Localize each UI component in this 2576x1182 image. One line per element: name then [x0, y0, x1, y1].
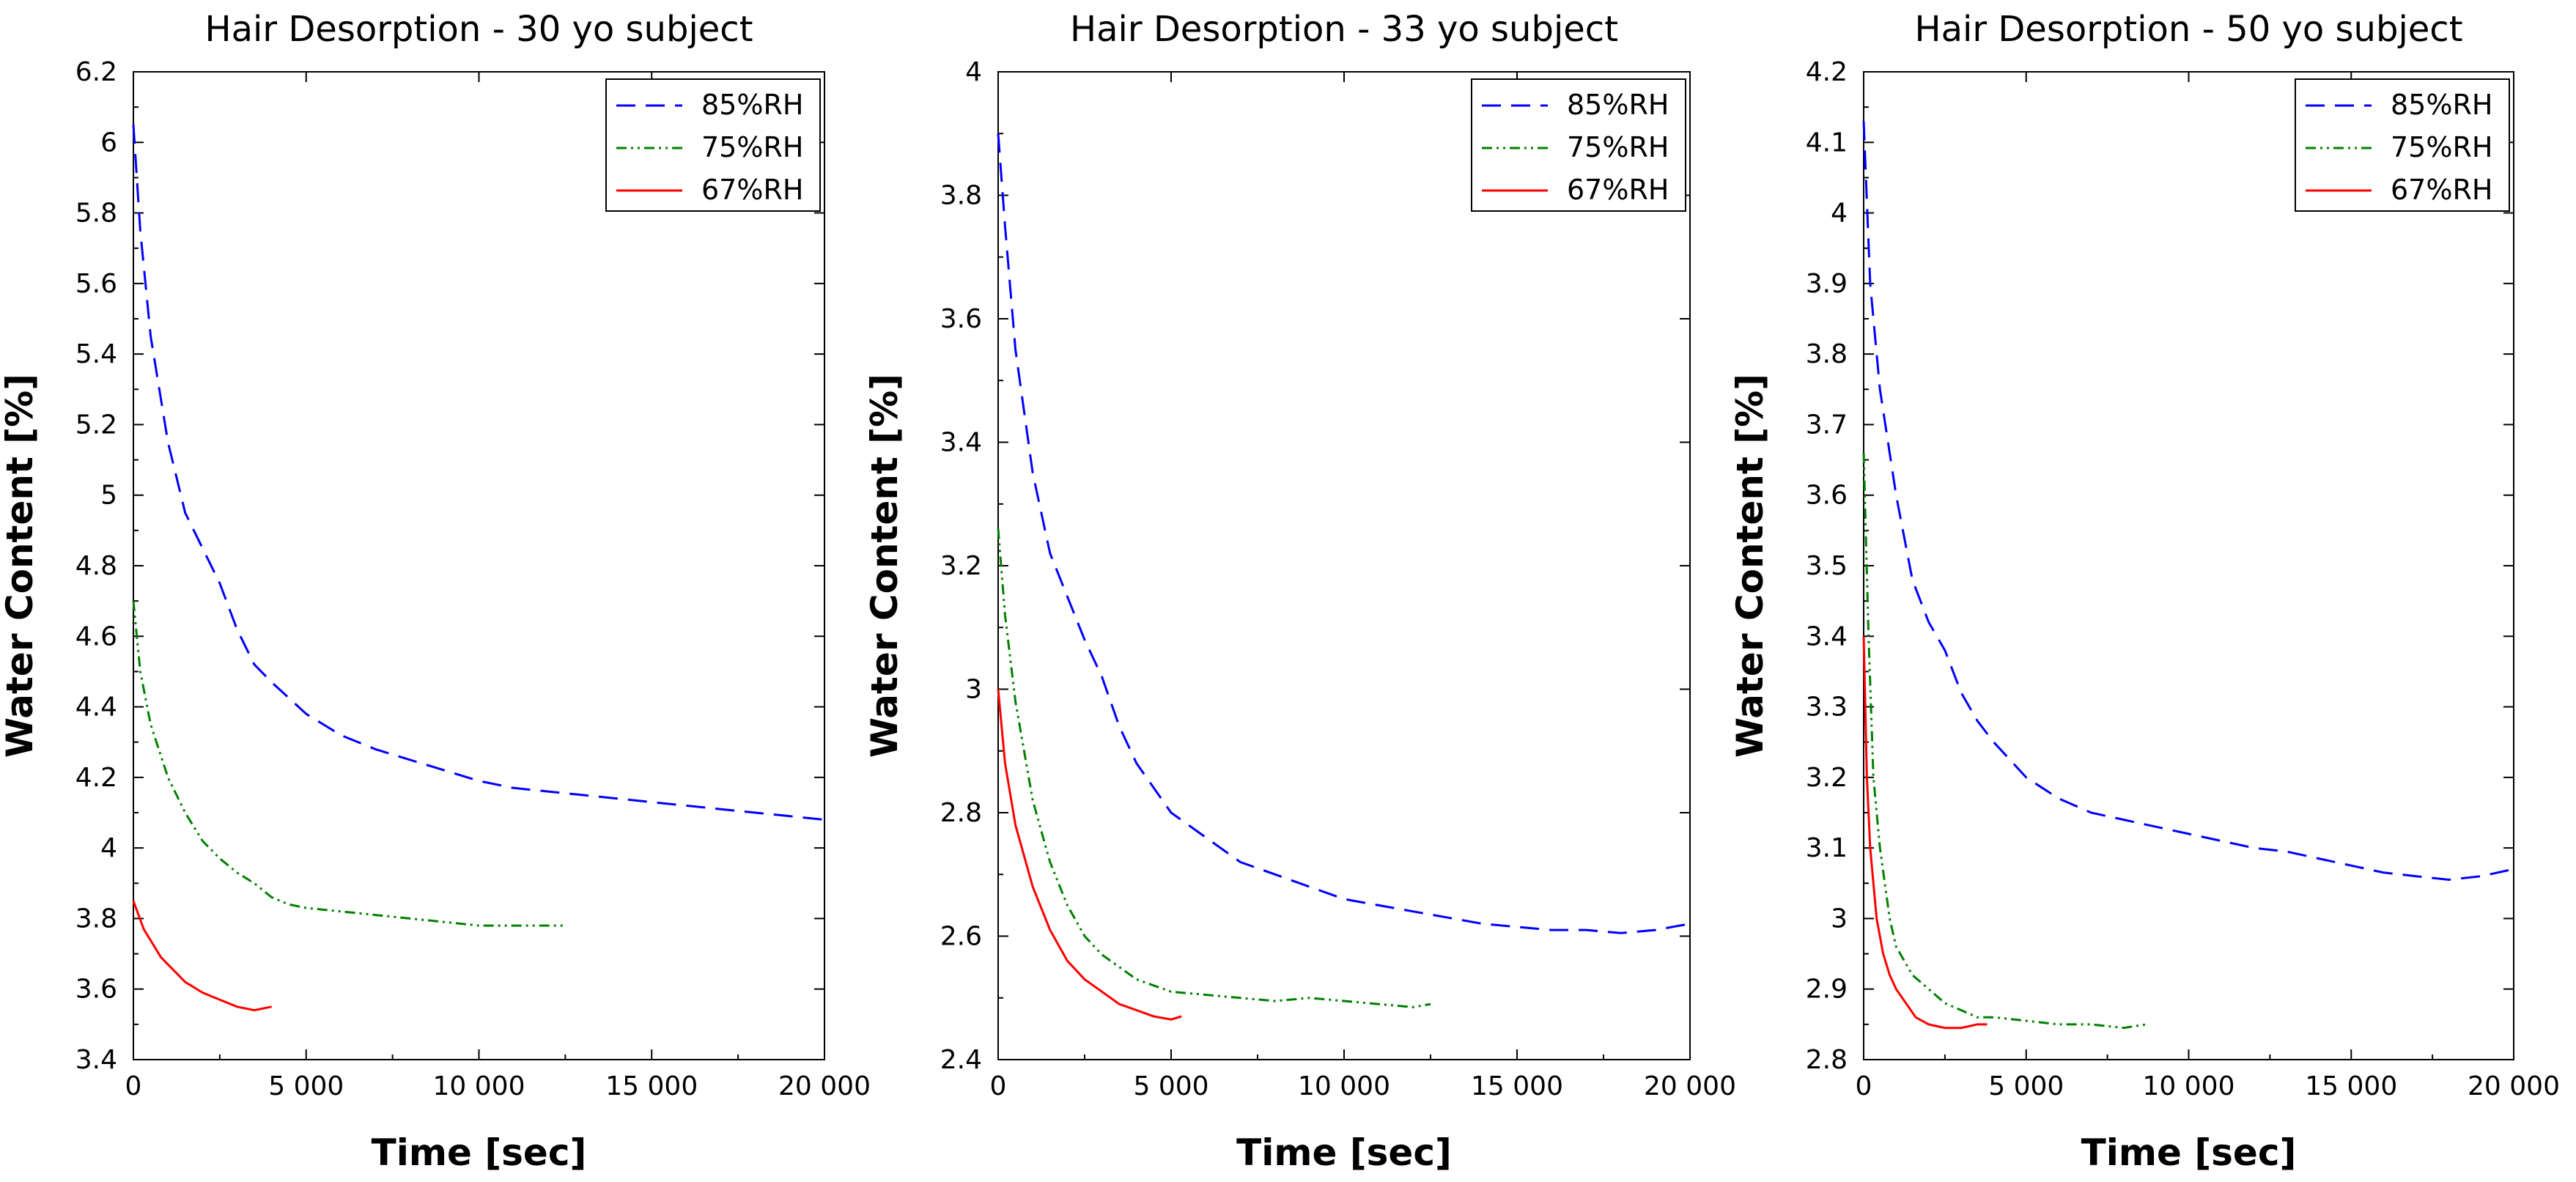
y-tick-label: 4.6	[75, 621, 117, 651]
y-tick-label: 4.4	[75, 692, 117, 723]
legend: 85%RH 75%RH 67%RH	[2295, 78, 2510, 212]
y-tick-label: 3.7	[1806, 410, 1848, 440]
y-tick-label: 4.2	[75, 763, 117, 793]
y-tick-label: 5.2	[75, 410, 117, 440]
legend-label: 75%RH	[701, 131, 803, 163]
legend-label: 67%RH	[2391, 174, 2492, 206]
y-tick-label: 3.4	[1806, 621, 1848, 651]
y-tick-label: 3.4	[940, 428, 982, 458]
legend-label: 85%RH	[1567, 89, 1669, 121]
chart-title: Hair Desorption - 50 yo subject	[1914, 9, 2462, 50]
x-tick-label: 0	[1856, 1071, 1872, 1101]
series-line-85pctrh	[132, 125, 825, 821]
series-line-85pctrh	[1862, 121, 2514, 882]
y-tick-label: 3	[965, 675, 982, 705]
legend-label: 75%RH	[2391, 131, 2492, 163]
y-tick-label: 3.3	[1806, 692, 1848, 723]
plot-area	[1863, 71, 2514, 1060]
chart-title: Hair Desorption - 33 yo subject	[1070, 9, 1618, 50]
x-axis-label: Time [sec]	[2081, 1131, 2297, 1174]
y-tick-label: 4	[100, 833, 117, 863]
y-tick-label: 6.2	[75, 57, 117, 87]
y-tick-label: 3.6	[1806, 481, 1848, 511]
y-tick-label: 3.2	[1806, 763, 1848, 793]
y-tick-label: 4.2	[1806, 57, 1848, 87]
x-tick-label: 0	[125, 1071, 142, 1101]
x-tick-label: 5 000	[1988, 1071, 2064, 1101]
series-line-75pctrh	[997, 528, 1431, 1008]
y-tick-label: 4	[965, 57, 982, 87]
x-tick-label: 15 000	[605, 1071, 698, 1101]
y-tick-label: 3.2	[940, 551, 982, 581]
x-tick-label: 15 000	[2305, 1071, 2397, 1101]
x-tick-label: 20 000	[778, 1071, 871, 1101]
series-line-75pctrh	[1862, 452, 2147, 1030]
series-line-85pctrh	[997, 133, 1691, 934]
y-tick-label: 2.8	[940, 798, 982, 828]
y-tick-label: 4.8	[75, 551, 117, 581]
x-tick-label: 0	[990, 1071, 1007, 1101]
legend: 85%RH 75%RH 67%RH	[1471, 78, 1686, 212]
x-tick-label: 15 000	[1471, 1071, 1563, 1101]
legend-box	[1471, 78, 1686, 212]
y-tick-label: 2.4	[940, 1045, 982, 1075]
legend-label: 85%RH	[701, 89, 803, 121]
y-tick-label: 3.6	[940, 304, 982, 334]
y-tick-label: 5.8	[75, 199, 117, 229]
x-tick-label: 20 000	[1644, 1071, 1736, 1101]
chart-1: Hair Desorption - 30 yo subject 3.4 3.6 3.8…	[0, 9, 871, 1174]
y-tick-label: 3.8	[940, 181, 982, 211]
x-axis-label: Time [sec]	[1236, 1131, 1452, 1174]
series-line-75pctrh	[132, 600, 566, 927]
y-tick-label: 3.1	[1806, 833, 1848, 863]
legend-label: 85%RH	[2391, 89, 2492, 121]
y-tick-label: 3.4	[75, 1045, 117, 1075]
series-line-67pctrh	[997, 689, 1182, 1021]
y-tick-label: 3.8	[75, 904, 117, 934]
y-tick-label: 6	[100, 128, 117, 158]
chart-title: Hair Desorption - 30 yo subject	[204, 9, 753, 50]
y-axis-label: Water Content [%]	[0, 374, 41, 758]
x-tick-label: 5 000	[1133, 1071, 1208, 1101]
legend-label: 75%RH	[1567, 131, 1669, 163]
legend-box	[2295, 78, 2510, 212]
y-tick-label: 4	[1831, 199, 1848, 229]
plot-area	[133, 71, 825, 1060]
y-tick-label: 2.8	[1806, 1045, 1848, 1075]
x-axis-label: Time [sec]	[372, 1131, 587, 1174]
legend-box	[605, 78, 821, 212]
legend-label: 67%RH	[701, 174, 803, 206]
y-axis-label: Water Content [%]	[1729, 374, 1771, 758]
x-tick-label: 5 000	[268, 1071, 344, 1101]
x-tick-label: 10 000	[1298, 1071, 1390, 1101]
x-tick-label: 10 000	[2143, 1071, 2235, 1101]
y-tick-label: 4.1	[1806, 128, 1848, 158]
y-tick-label: 2.6	[940, 922, 982, 952]
y-tick-label: 3	[1831, 904, 1848, 934]
x-tick-label: 10 000	[433, 1071, 525, 1101]
y-tick-label: 5.4	[75, 339, 117, 369]
y-tick-label: 3.9	[1806, 269, 1848, 299]
legend: 85%RH 75%RH 67%RH	[605, 78, 821, 212]
y-tick-label: 3.6	[75, 975, 117, 1005]
plot-area	[997, 71, 1691, 1060]
x-tick-label: 20 000	[2468, 1071, 2560, 1101]
y-axis-label: Water Content [%]	[863, 374, 906, 758]
y-tick-label: 3.8	[1806, 339, 1848, 369]
series-line-67pctrh	[1862, 636, 1988, 1030]
y-tick-label: 2.9	[1806, 975, 1848, 1005]
series-line-67pctrh	[132, 900, 272, 1012]
y-tick-label: 5.6	[75, 269, 117, 299]
chart-2: Hair Desorption - 33 yo subject 2.4 2.6 2.8…	[863, 9, 1736, 1174]
y-tick-label: 3.5	[1806, 551, 1848, 581]
y-tick-label: 5	[100, 481, 117, 511]
legend-label: 67%RH	[1567, 174, 1669, 206]
chart-3: Hair Desorption - 50 yo subject 2.8 2.9 3 3.…	[1729, 9, 2560, 1174]
